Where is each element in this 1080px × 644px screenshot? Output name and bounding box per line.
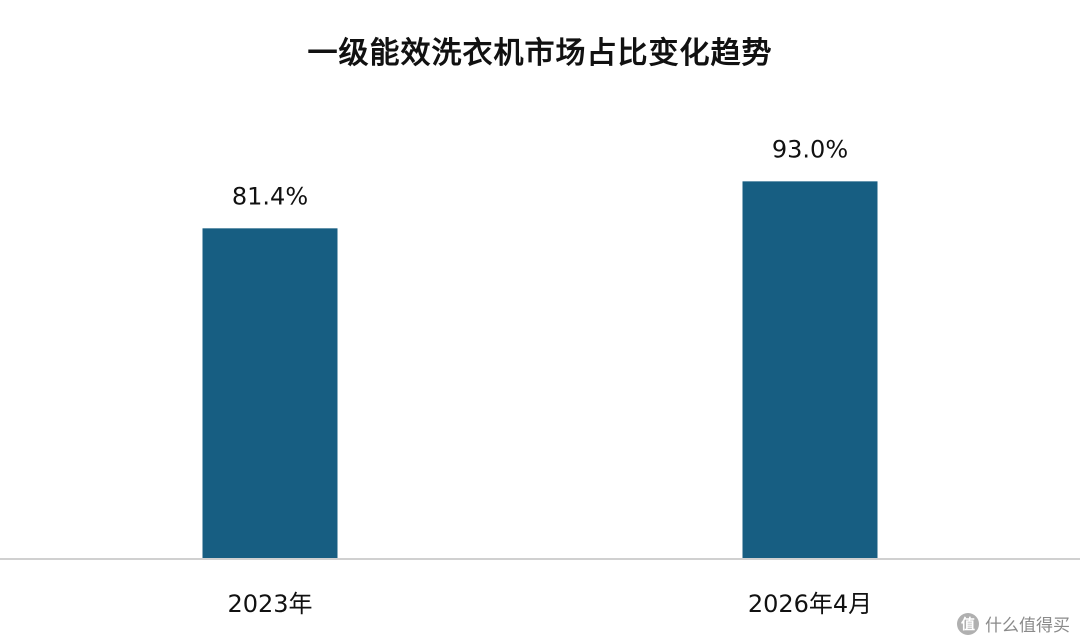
x-tick-label-1: 2023年 — [227, 590, 312, 618]
bars-group: 81.4% 2023年 93.0% 2026年4月 — [202, 135, 878, 618]
watermark-text: 什么值得买 — [985, 616, 1070, 636]
bar-2 — [742, 181, 878, 558]
chart-title: 一级能效洗衣机市场占比变化趋势 — [307, 36, 773, 71]
bar-1 — [202, 228, 338, 558]
watermark: 值 什么值得买 — [957, 611, 1070, 636]
data-label-1: 81.4% — [232, 182, 308, 210]
x-tick-label-2: 2026年4月 — [748, 590, 872, 618]
watermark-logo-icon: 值 — [957, 612, 979, 635]
data-label-2: 93.0% — [772, 135, 848, 163]
